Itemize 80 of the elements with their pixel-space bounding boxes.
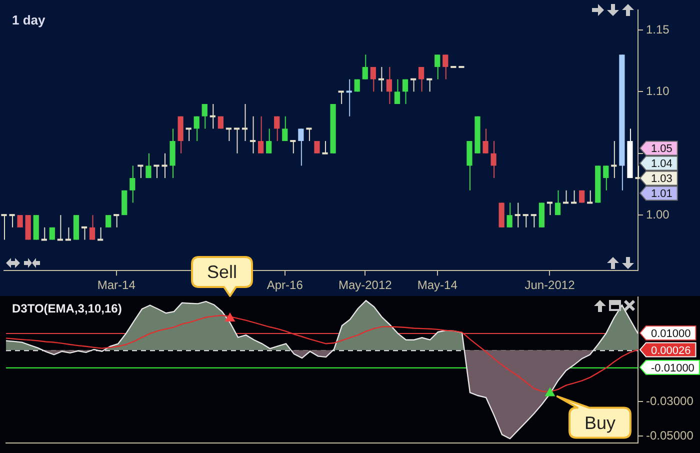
candlestick bbox=[41, 226, 47, 241]
y-tick-label: 1.00 bbox=[646, 207, 670, 222]
chart-title: 1 day bbox=[12, 12, 46, 28]
candlestick bbox=[130, 165, 136, 204]
candlestick bbox=[554, 190, 561, 216]
x-tick-label: Mar-14 bbox=[97, 278, 136, 292]
candlestick bbox=[89, 214, 96, 240]
candlestick bbox=[202, 103, 208, 130]
y-tick-label: -0.03000 bbox=[646, 394, 694, 408]
candlestick bbox=[442, 54, 448, 80]
candlestick bbox=[506, 202, 512, 228]
candlestick bbox=[603, 165, 609, 191]
ref-line-label: -0.01000 bbox=[651, 362, 694, 374]
candlestick bbox=[81, 226, 88, 240]
candlestick bbox=[546, 202, 553, 216]
candlestick bbox=[106, 214, 112, 228]
candlestick bbox=[570, 190, 577, 204]
candlestick bbox=[562, 190, 569, 204]
candlestick bbox=[298, 128, 304, 166]
candlestick bbox=[9, 214, 15, 228]
annotation: Buy bbox=[584, 412, 616, 433]
candlestick bbox=[186, 128, 192, 142]
candlestick bbox=[386, 66, 392, 104]
x-tick-label: Apr-16 bbox=[266, 278, 304, 292]
x-tick-label: Jun-2012 bbox=[524, 278, 576, 292]
candlestick bbox=[530, 214, 536, 228]
candlestick bbox=[522, 214, 528, 228]
candlestick bbox=[154, 164, 160, 179]
candlestick bbox=[362, 54, 368, 80]
candlestick bbox=[194, 116, 200, 142]
candlestick bbox=[146, 152, 152, 179]
candlestick bbox=[290, 140, 296, 154]
candlestick bbox=[426, 78, 432, 92]
candlestick bbox=[274, 116, 280, 142]
text: 1.04 bbox=[651, 158, 672, 170]
candlestick bbox=[338, 90, 344, 104]
ref-line-label: 0.01000 bbox=[651, 328, 691, 340]
candlestick bbox=[114, 214, 120, 228]
candlestick bbox=[306, 128, 312, 142]
candlestick bbox=[282, 116, 288, 142]
text: 1.01 bbox=[651, 188, 672, 200]
candlestick bbox=[434, 54, 440, 80]
text: 0.00026 bbox=[651, 344, 691, 357]
candlestick bbox=[402, 78, 408, 104]
candlestick bbox=[1, 214, 7, 240]
text: D3TO(EMA,3,10,16) bbox=[12, 301, 122, 316]
candlestick bbox=[65, 226, 72, 241]
candlestick bbox=[490, 140, 496, 179]
candlestick bbox=[378, 66, 384, 92]
candlestick bbox=[514, 202, 520, 228]
candlestick bbox=[210, 103, 216, 130]
candlestick bbox=[410, 78, 416, 92]
y-tick-label: 1.15 bbox=[646, 22, 670, 36]
x-tick-label: May-14 bbox=[417, 278, 458, 292]
candlestick bbox=[162, 152, 168, 179]
candlestick bbox=[138, 164, 144, 179]
annotation: Sell bbox=[206, 262, 238, 282]
candlestick bbox=[57, 214, 63, 241]
candlestick bbox=[370, 66, 376, 92]
candlestick bbox=[587, 190, 593, 204]
candlestick bbox=[17, 214, 23, 228]
x-tick-label: May-2012 bbox=[338, 278, 392, 292]
candlestick bbox=[258, 116, 264, 154]
candlestick bbox=[394, 78, 400, 104]
candlestick bbox=[611, 140, 617, 179]
y-tick-label: 1.10 bbox=[646, 84, 670, 98]
candlestick bbox=[97, 226, 104, 241]
candlestick bbox=[482, 128, 488, 154]
candlestick bbox=[346, 78, 352, 117]
candlestick bbox=[234, 128, 240, 154]
y-tick-label: -0.05000 bbox=[646, 428, 694, 442]
candlestick bbox=[418, 66, 424, 92]
candlestick bbox=[250, 116, 256, 154]
candlestick bbox=[226, 128, 232, 142]
candlestick bbox=[242, 103, 248, 142]
candlestick bbox=[266, 128, 272, 154]
candlestick bbox=[314, 140, 320, 154]
text: 1.03 bbox=[651, 173, 672, 186]
text: 1.05 bbox=[651, 143, 672, 156]
candlestick bbox=[322, 140, 328, 154]
